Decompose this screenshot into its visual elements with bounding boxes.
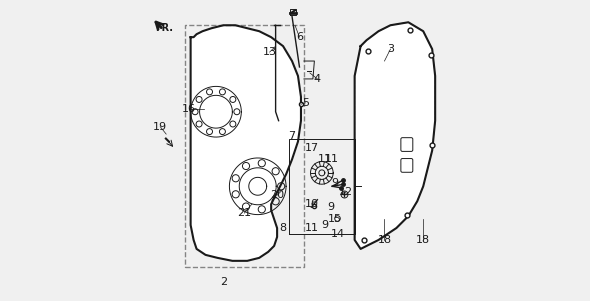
Text: 4: 4 xyxy=(314,74,321,84)
Text: 5: 5 xyxy=(302,98,309,108)
Text: 11: 11 xyxy=(318,154,332,164)
Text: 15: 15 xyxy=(328,214,342,224)
Text: 8: 8 xyxy=(280,223,287,233)
Polygon shape xyxy=(355,22,435,249)
Text: 17: 17 xyxy=(304,142,319,153)
Polygon shape xyxy=(191,25,301,261)
Text: FR.: FR. xyxy=(155,23,173,33)
Text: 11: 11 xyxy=(304,223,319,233)
Text: 18: 18 xyxy=(416,235,430,245)
Text: 19: 19 xyxy=(153,122,168,132)
FancyBboxPatch shape xyxy=(401,159,413,172)
Text: 6: 6 xyxy=(296,32,303,42)
Text: 10: 10 xyxy=(304,199,319,209)
FancyBboxPatch shape xyxy=(401,138,413,151)
Text: 9: 9 xyxy=(327,202,335,212)
Text: 3: 3 xyxy=(387,44,394,54)
Text: 7: 7 xyxy=(289,131,296,141)
Text: 18: 18 xyxy=(378,235,392,245)
Text: 9: 9 xyxy=(332,178,339,188)
Text: 13: 13 xyxy=(263,47,277,57)
Text: 14: 14 xyxy=(331,229,345,239)
Text: 9: 9 xyxy=(322,220,329,230)
Text: 11: 11 xyxy=(325,154,339,164)
Text: 12: 12 xyxy=(339,187,353,197)
Text: 2: 2 xyxy=(220,277,227,287)
Text: 20: 20 xyxy=(270,190,284,200)
Text: 16: 16 xyxy=(182,104,196,114)
Text: 21: 21 xyxy=(237,208,251,218)
